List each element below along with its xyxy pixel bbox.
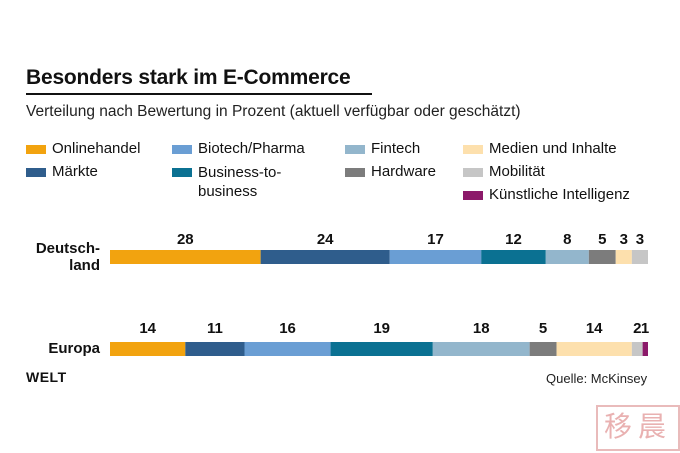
- bar-europa-biotech-pharma: [244, 342, 331, 356]
- data-label-deutschland-biotech-pharma: 17: [427, 231, 444, 248]
- legend-swatch-b2b: [172, 168, 192, 177]
- data-label-europa-biotech-pharma: 16: [279, 320, 296, 337]
- legend-swatch-medien: [463, 145, 483, 154]
- bar-deutschland-medien-und-inhalte: [615, 250, 632, 264]
- row-label-europa: Europa: [48, 340, 100, 357]
- bar-europa-künstliche-intelligenz: [642, 342, 648, 356]
- legend-swatch-onlinehandel: [26, 145, 46, 154]
- legend-label-onlinehandel: Onlinehandel: [52, 140, 141, 157]
- legend-item-biotech: Biotech/Pharma: [172, 140, 305, 157]
- legend-item-ki: Künstliche Intelligenz: [463, 186, 630, 203]
- bar-europa-fintech: [432, 342, 530, 356]
- legend-label-hardware: Hardware: [371, 163, 437, 180]
- bar-deutschland-onlinehandel: [110, 250, 261, 264]
- chart-title: Besonders stark im E-Commerce: [26, 66, 351, 89]
- welt-logo: WELT: [26, 369, 67, 385]
- source-note: Quelle: McKinsey: [546, 371, 648, 386]
- bar-deutschland-märkte: [260, 250, 390, 264]
- bar-deutschland-mobilität: [631, 250, 648, 264]
- legend-label-fintech: Fintech: [371, 140, 421, 157]
- bar-deutschland-fintech: [545, 250, 589, 264]
- data-label-deutschland-medien-und-inhalte: 3: [620, 231, 628, 248]
- bar-europa-business-to-business: [330, 342, 433, 356]
- legend-item-onlinehandel: Onlinehandel: [26, 140, 140, 157]
- row-label-deutschland-line1: Deutsch-: [35, 240, 100, 257]
- legend-swatch-fintech: [345, 145, 365, 154]
- data-label-europa-medien-und-inhalte: 14: [586, 320, 603, 337]
- legend-item-maerkte: Märkte: [26, 163, 98, 180]
- data-label-europa-business-to-business: 19: [373, 320, 390, 337]
- data-label-deutschland-onlinehandel: 28: [177, 231, 194, 248]
- legend-label-maerkte: Märkte: [52, 163, 98, 180]
- data-label-europa-onlinehandel: 14: [139, 320, 156, 337]
- row-label-deutschland-line2: land: [69, 257, 100, 274]
- row-label-deutschland: Deutsch- land: [36, 240, 100, 274]
- bar-europa-hardware: [529, 342, 557, 356]
- data-label-deutschland-märkte: 24: [317, 231, 334, 248]
- data-label-europa-fintech: 18: [473, 320, 490, 337]
- legend-item-mobilitaet: Mobilität: [463, 163, 545, 180]
- legend-swatch-ki: [463, 191, 483, 200]
- data-label-deutschland-business-to-business: 12: [505, 231, 522, 248]
- chart-subtitle: Verteilung nach Bewertung in Prozent (ak…: [26, 103, 521, 120]
- legend-swatch-mobilitaet: [463, 168, 483, 177]
- row-label-europa-line1: Europa: [48, 340, 100, 357]
- legend-item-hardware: Hardware: [345, 163, 436, 180]
- legend-swatch-maerkte: [26, 168, 46, 177]
- data-label-europa-mobilität: 2: [633, 320, 641, 337]
- legend-label-ki: Künstliche Intelligenz: [489, 186, 630, 203]
- bar-europa-märkte: [185, 342, 245, 356]
- bar-europa-onlinehandel: [110, 342, 186, 356]
- bar-europa-medien-und-inhalte: [556, 342, 632, 356]
- legend-item-medien: Medien und Inhalte: [463, 140, 617, 157]
- watermark-stamp: 移晨: [596, 405, 680, 451]
- bar-deutschland-hardware: [588, 250, 616, 264]
- bar-deutschland-business-to-business: [481, 250, 546, 264]
- data-label-europa-künstliche-intelligenz: 1: [641, 320, 649, 337]
- legend-item-fintech: Fintech: [345, 140, 420, 157]
- legend-swatch-biotech: [172, 145, 192, 154]
- data-label-deutschland-fintech: 8: [563, 231, 571, 248]
- data-label-europa-märkte: 11: [207, 320, 223, 337]
- legend-label-biotech: Biotech/Pharma: [198, 140, 305, 157]
- legend-label-b2b-line1: Business-to-: [198, 164, 282, 181]
- legend-label-mobilitaet: Mobilität: [489, 163, 545, 180]
- legend-label-medien: Medien und Inhalte: [489, 140, 617, 157]
- bar-europa-mobilität: [631, 342, 643, 356]
- title-underline: [26, 93, 372, 95]
- data-label-deutschland-mobilität: 3: [636, 231, 644, 248]
- bar-deutschland-biotech-pharma: [389, 250, 482, 264]
- legend-label-b2b-line2: business: [198, 183, 258, 200]
- data-label-deutschland-hardware: 5: [598, 231, 606, 248]
- legend-item-b2b: Business-to- business: [172, 163, 281, 201]
- legend-label-b2b: Business-to- business: [198, 163, 281, 201]
- data-label-europa-hardware: 5: [539, 320, 547, 337]
- legend-swatch-hardware: [345, 168, 365, 177]
